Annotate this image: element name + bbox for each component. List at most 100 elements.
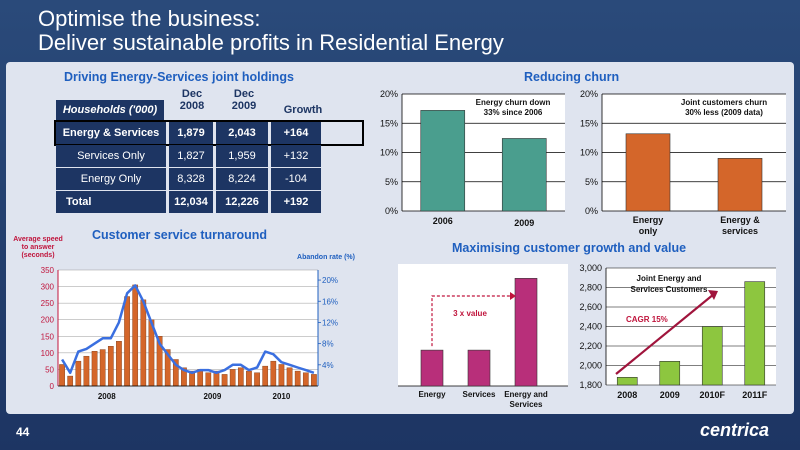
joint-customers-bar <box>701 326 723 386</box>
row-label: Services Only <box>56 145 166 167</box>
cagr-arrow-line <box>615 293 715 375</box>
speed-bar <box>124 296 130 387</box>
speed-bar <box>262 365 269 387</box>
x-tick-label: 2009 <box>660 390 680 400</box>
left-axis-label: to answer <box>22 244 55 251</box>
x-tick-label: 2008 <box>617 390 637 400</box>
x-tick-label: Energy and <box>504 390 548 399</box>
speed-bar <box>278 364 285 387</box>
x-tick-label: services <box>722 226 758 236</box>
right-tick-label: 8% <box>322 340 334 349</box>
speed-bar <box>286 367 293 387</box>
right-axis-label: Abandon rate (%) <box>297 254 355 261</box>
y-tick-label: 1,800 <box>579 380 602 390</box>
col-header-dec2008-year: 2008 <box>179 100 205 112</box>
speed-bar <box>229 369 236 387</box>
row-value-2009: 8,224 <box>216 168 268 190</box>
left-tick-label: 300 <box>41 283 55 292</box>
y-tick-label: 15% <box>380 118 398 128</box>
row-value-2009: 1,959 <box>216 145 268 167</box>
y-tick-label: 15% <box>580 118 598 128</box>
joint-customers-bar <box>659 361 681 386</box>
speed-bar <box>67 375 74 387</box>
y-tick-label: 2,400 <box>579 322 602 332</box>
row-label: Energy Only <box>56 168 166 190</box>
left-tick-label: 250 <box>41 299 55 308</box>
holdings-table: Households ('000) Dec 2008 Dec 2009 Grow… <box>52 88 368 213</box>
col-header-dec2008: Dec 2008 <box>172 88 212 112</box>
col-header-dec2009-month: Dec <box>233 88 255 100</box>
col-header-dec2009-year: 2009 <box>231 100 257 112</box>
chart-annotation: Joint customers churn <box>681 98 767 107</box>
chart-annotation: 3 x value <box>453 309 487 318</box>
x-tick-label: Energy <box>633 215 664 225</box>
y-tick-label: 10% <box>380 148 398 158</box>
abandon-rate-line <box>61 284 315 375</box>
col-header-dec2008-month: Dec <box>181 88 203 100</box>
value-arrow-line <box>431 295 510 347</box>
table-section-title: Driving Energy-Services joint holdings <box>64 70 294 84</box>
speed-bar <box>132 284 139 387</box>
x-tick-label: only <box>639 226 658 236</box>
speed-bar <box>75 360 82 387</box>
table-row: Energy & Services 1,879 2,043 +164 <box>54 120 364 146</box>
row-label: Energy & Services <box>56 122 166 144</box>
row-value-2008: 1,827 <box>169 145 213 167</box>
y-tick-label: 0% <box>385 206 398 216</box>
x-tick-label: 2010F <box>699 390 725 400</box>
y-tick-label: 5% <box>585 177 598 187</box>
left-tick-label: 350 <box>41 266 55 275</box>
service-section-title: Customer service turnaround <box>92 228 268 242</box>
x-tick-label: 2006 <box>433 216 453 226</box>
y-tick-label: 20% <box>380 89 398 99</box>
speed-bar <box>237 367 244 387</box>
row-value-2009: 12,226 <box>216 191 268 213</box>
speed-bar <box>311 374 317 387</box>
row-growth: +192 <box>271 191 321 213</box>
row-value-2009: 2,043 <box>216 122 268 144</box>
y-tick-label: 3,000 <box>579 263 602 273</box>
chart-annotation: Energy churn down <box>476 98 551 107</box>
speed-bar <box>221 374 228 387</box>
speed-bar <box>302 372 309 387</box>
speed-bar <box>59 364 65 387</box>
churn-section-title: Reducing churn <box>524 70 620 84</box>
value-bar <box>514 278 538 387</box>
x-tick-label: Energy & <box>720 215 760 225</box>
right-tick-label: 20% <box>322 276 338 285</box>
speed-bar <box>116 341 122 387</box>
page-number: 44 <box>16 425 30 439</box>
left-tick-label: 50 <box>45 365 54 374</box>
slide-title-line-1: Optimise the business: <box>38 6 261 31</box>
left-tick-label: 100 <box>41 349 55 358</box>
speed-bar <box>140 299 147 387</box>
right-tick-label: 12% <box>322 318 338 327</box>
x-tick-label: 2010 <box>273 392 291 401</box>
speed-bar <box>205 372 212 387</box>
row-label: Total <box>56 191 166 213</box>
x-tick-label: 2009 <box>514 218 534 228</box>
speed-bar <box>91 350 98 387</box>
joint-customers-bar <box>616 376 638 386</box>
growth-section-title: Maximising customer growth and value <box>452 241 687 255</box>
speed-bar <box>254 372 260 387</box>
y-tick-label: 2,800 <box>579 283 602 293</box>
table-row: Energy Only 8,328 8,224 -104 <box>56 168 362 190</box>
x-tick-label: Services <box>510 400 543 409</box>
table-row: Services Only 1,827 1,959 +132 <box>56 145 362 167</box>
chart-annotation: 33% since 2006 <box>484 108 543 117</box>
centrica-logo: centrica <box>700 420 770 440</box>
value-bar <box>420 349 444 387</box>
churn-bar <box>420 110 466 212</box>
table-row: Total 12,034 12,226 +192 <box>56 191 362 213</box>
churn-chart: 0% 5% 10% 15% 20% 2006 2009 Energy churn down33… <box>380 89 565 228</box>
chart-annotation: 30% less (2009 data) <box>685 108 763 117</box>
y-tick-label: 2,600 <box>579 302 602 312</box>
y-tick-label: 20% <box>580 89 598 99</box>
x-tick-label: 2008 <box>98 392 116 401</box>
left-tick-label: 200 <box>41 316 55 325</box>
row-growth: +132 <box>271 145 321 167</box>
speed-bar <box>107 346 114 387</box>
